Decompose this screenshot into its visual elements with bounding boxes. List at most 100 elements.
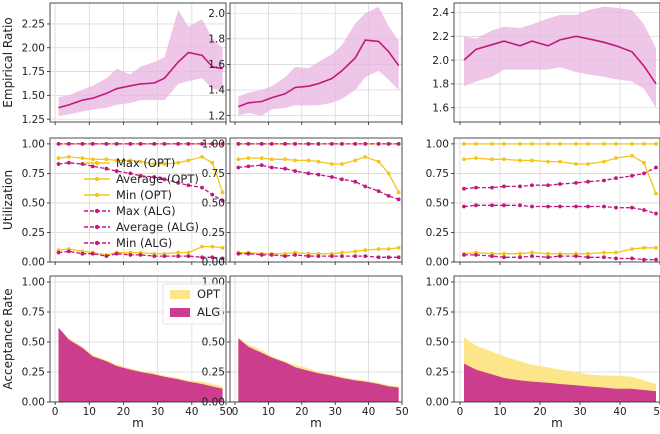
data-point [90,251,95,256]
data-point [396,190,401,195]
data-point [162,177,167,182]
series-min-opt- [56,244,225,257]
data-point [306,171,311,176]
data-point [474,142,478,146]
data-point [200,185,204,190]
data-point [376,142,381,146]
x-tick-label: 50 [219,406,232,418]
y-tick-label: 0.00 [202,397,225,409]
data-point [376,255,381,260]
series-average-alg- [236,163,401,202]
data-point [90,142,95,146]
y-tick-label: 0.75 [426,168,449,180]
data-point [530,204,534,209]
data-point [614,250,618,255]
data-point [200,142,204,146]
axes-frame [229,137,403,263]
x-tick-label: 30 [151,406,164,418]
data-point [363,248,368,253]
data-point [630,256,634,261]
data-point [502,251,506,256]
data-point [186,142,191,146]
data-point [269,157,274,162]
data-point [138,142,143,146]
data-point [546,255,550,260]
data-point [386,142,391,146]
series-average-opt- [56,154,225,195]
data-point [80,251,85,256]
y-tick-label: 1.6 [432,102,449,114]
data-point [66,154,71,159]
data-point [558,142,562,146]
data-point [186,250,191,255]
data-point [490,142,494,146]
data-point [462,157,466,162]
data-point [518,251,522,256]
data-point [586,204,590,209]
data-point [236,165,241,170]
data-point [363,154,368,159]
data-point [259,156,264,160]
data-point [530,158,534,163]
data-point [306,254,311,258]
data-point [152,162,157,166]
data-point [654,245,658,250]
panel-util-1: 0.00 0.25 0.50 0.75 1.00 Utilization [1,137,227,269]
data-point [654,257,658,262]
data-point [316,254,321,258]
data-point [462,253,466,257]
y-tick-label: 0.00 [202,257,225,269]
data-point [104,157,109,162]
y-tick-label: 1.00 [22,139,45,151]
data-point [339,254,344,258]
data-point [353,249,358,254]
data-point [176,180,181,185]
data-point [386,193,391,198]
x-tick-label: 0 [52,406,59,418]
data-point [586,162,590,166]
x-axis-label: m [310,416,322,430]
x-tick-label: 20 [533,406,546,418]
y-tick-label: 2.0 [208,8,225,20]
data-point [128,253,133,257]
data-point [614,176,618,181]
data-point [283,142,288,146]
data-point [654,142,658,146]
data-point [353,179,358,184]
data-point [490,203,494,208]
plot-area [230,138,402,262]
data-point [176,254,181,258]
legend-marker [94,176,100,182]
data-point [200,255,204,260]
data-point [386,247,391,251]
x-tick-label: 40 [185,406,198,418]
data-point [630,153,634,158]
data-point [162,254,167,258]
data-point [518,142,522,146]
data-point [236,251,241,256]
data-point [316,142,321,146]
data-point [558,254,562,258]
y-tick-label: 0.25 [22,367,45,379]
data-point [283,254,288,258]
data-point [474,156,478,160]
data-point [602,250,606,255]
y-axis-label: Utilization [1,170,15,230]
data-point [654,165,658,170]
data-point [586,255,590,260]
y-tick-label: 2.25 [22,19,45,31]
data-point [283,166,288,171]
panel-util-2: 0.00 0.25 0.50 0.75 1.00 [202,137,403,269]
data-point [558,182,562,186]
y-tick-label: 1.75 [22,66,45,78]
data-point [220,190,225,195]
data-point [339,177,344,182]
data-point [642,160,646,165]
x-tick-label: 0 [457,406,464,418]
data-point [386,255,391,260]
y-tick-label: 0.00 [426,397,449,409]
area-alg [464,363,656,402]
legend-marker [94,192,100,198]
data-point [502,142,506,146]
confidence-band [464,6,656,108]
